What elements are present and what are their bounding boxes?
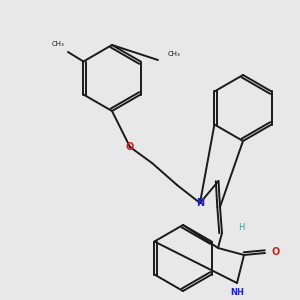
Text: NH: NH [230, 288, 244, 297]
Text: CH₃: CH₃ [52, 41, 64, 47]
Text: CH₃: CH₃ [168, 51, 181, 57]
Text: N: N [196, 198, 204, 208]
Text: O: O [272, 247, 280, 257]
Text: O: O [126, 142, 134, 152]
Text: H: H [238, 224, 244, 232]
